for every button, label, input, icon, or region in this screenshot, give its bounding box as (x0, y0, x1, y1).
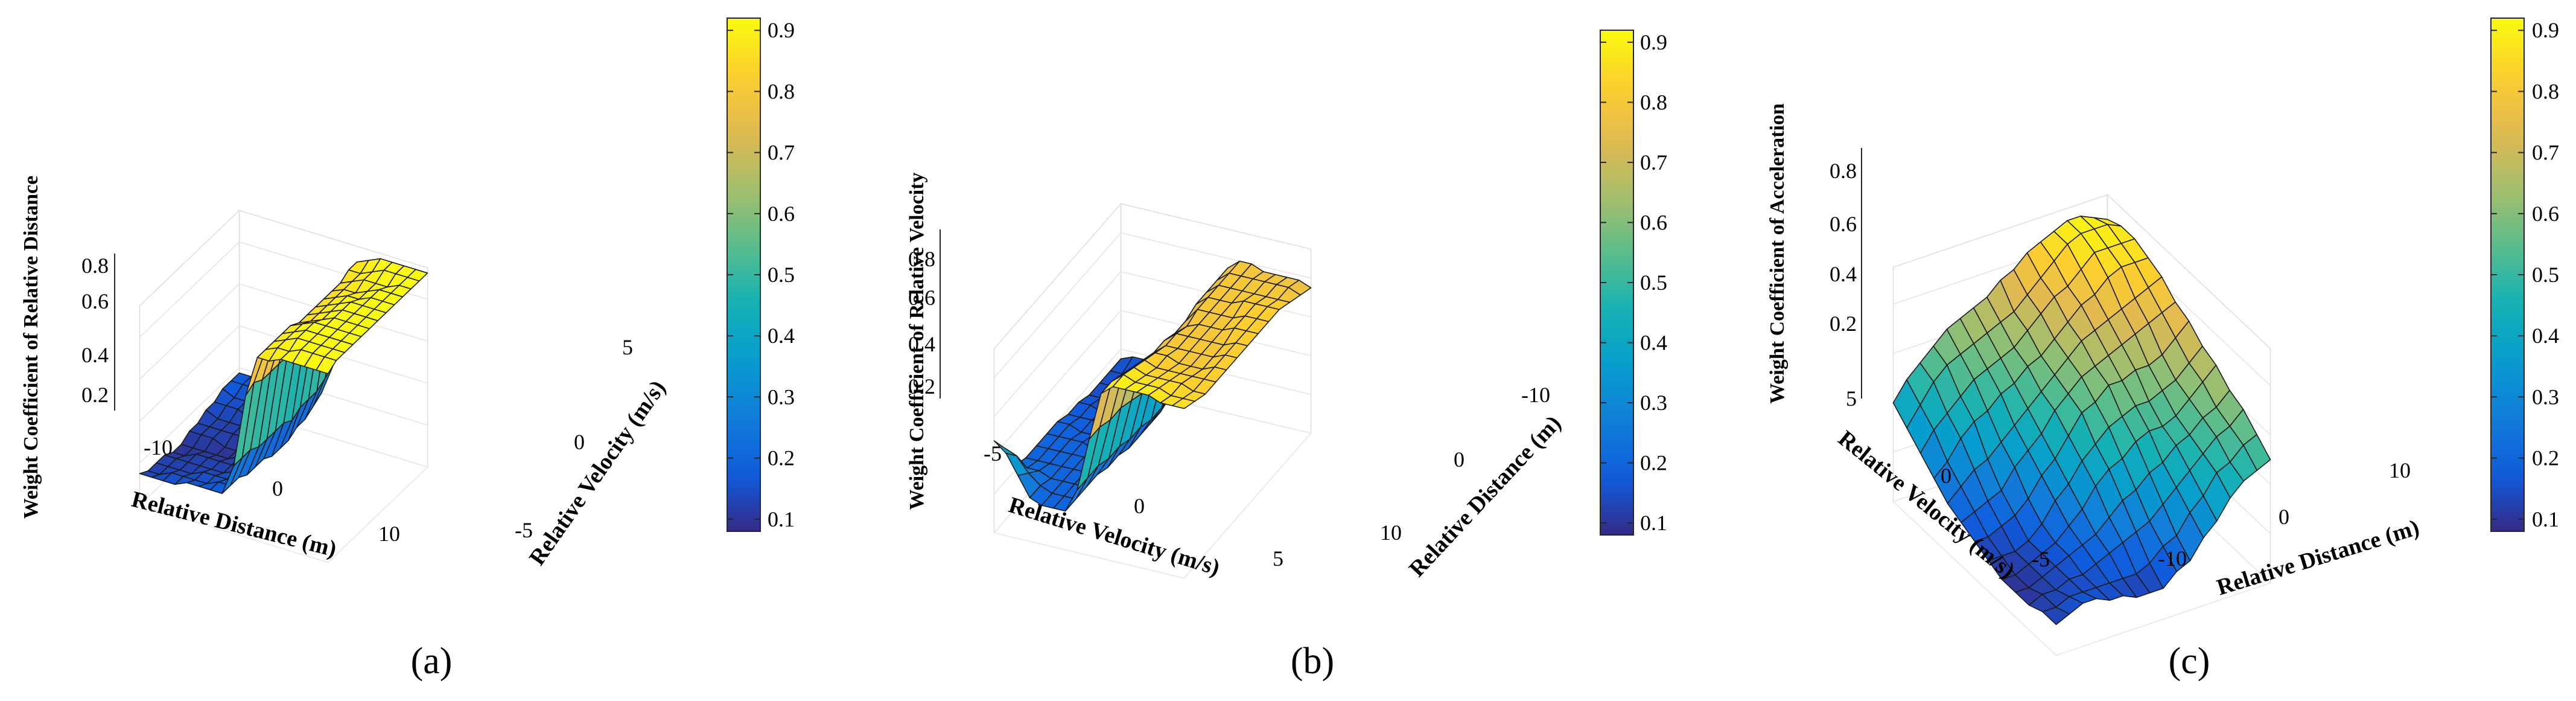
z-tick-label: 0.4 (908, 332, 935, 356)
y-tick-label: 0 (1454, 447, 1465, 472)
x-tick-label: 10 (2389, 458, 2411, 482)
z-axis-label: Weight Coefficient of Acceleration (1766, 103, 1789, 404)
surface-plot (993, 260, 1312, 512)
z-tick-label: 0.6 (81, 289, 109, 313)
z-tick-label: 0.2 (81, 383, 109, 407)
z-tick-label: 0.6 (908, 286, 935, 310)
y-tick-label: 5 (622, 335, 633, 359)
colorbar-tick-label: 0.6 (2532, 202, 2559, 226)
colorbar-tick-label: 0.2 (768, 446, 795, 470)
panel-b: 0.8 0.6 0.4 0.2 Weight Coefficient of Re… (906, 30, 1667, 682)
y-axis: -5 0 5 Relative Velocity (m/s) (515, 335, 670, 570)
y-tick-label: 0 (574, 430, 585, 454)
z-tick-label: 0.6 (1830, 212, 1857, 236)
panel-c: 0.8 0.6 0.4 0.2 Weight Coefficient of Ac… (1766, 18, 2559, 682)
x-tick-label: 10 (378, 522, 400, 546)
colorbar-tick-label: 0.5 (2532, 263, 2559, 287)
colorbar-tick-label: 0.3 (1640, 391, 1667, 415)
x-axis-label: Relative Distance (m) (129, 487, 339, 562)
colorbar: 0.1 0.2 0.3 0.4 0.5 0.6 0.7 0.8 0.9 (727, 18, 795, 532)
z-axis: 0.8 0.6 0.4 0.2 Weight Coefficient of Re… (906, 173, 941, 510)
colorbar-tick-label: 0.4 (768, 324, 795, 348)
colorbar: 0.1 0.2 0.3 0.4 0.5 0.6 0.7 0.8 0.9 (2490, 18, 2559, 532)
colorbar-tick-label: 0.1 (1640, 511, 1667, 535)
x-tick-label: -5 (984, 441, 1002, 466)
surface-cell (316, 356, 337, 374)
z-tick-label: 0.8 (908, 247, 935, 271)
z-tick-label: 0.2 (1830, 312, 1857, 336)
x-tick-label: 0 (272, 476, 283, 501)
colorbar-tick-label: 0.7 (768, 141, 795, 165)
colorbar-tick-label: 0.3 (768, 385, 795, 409)
y-axis-label: Relative Velocity (m/s) (524, 376, 671, 569)
surface-cell (2042, 606, 2070, 626)
colorbar-tick-label: 0.9 (768, 18, 795, 42)
y-tick-label: 5 (1846, 386, 1857, 411)
surface-cell (1172, 398, 1195, 409)
colorbar-tick-label: 0.1 (768, 507, 795, 531)
x-tick-label: 5 (1273, 546, 1283, 571)
colorbar-tick-label: 0.7 (2532, 141, 2559, 165)
colorbar-tick-label: 0.9 (1640, 30, 1667, 54)
colorbar-tick-label: 0.8 (2532, 79, 2559, 103)
z-tick-label: 0.2 (908, 374, 935, 399)
z-axis-label: Weight Coefficient of Relative Velocity (906, 173, 928, 510)
colorbar-tick-label: 0.9 (2532, 18, 2559, 42)
z-axis-label: Weight Coefficient of Relative Distance (20, 176, 42, 519)
x-tick-label: 0 (1134, 494, 1145, 518)
colorbar-tick-label: 0.5 (1640, 270, 1667, 295)
panel-a: 0.8 0.6 0.4 0.2 Weight Coefficient of Re… (20, 18, 795, 682)
z-axis: 0.8 0.6 0.4 0.2 Weight Coefficient of Re… (20, 176, 115, 519)
colorbar-tick-label: 0.1 (2532, 507, 2559, 531)
colorbar-tick-label: 0.4 (2532, 324, 2559, 348)
colorbar-tick-label: 0.8 (768, 79, 795, 103)
y-tick-label: 10 (1380, 520, 1402, 545)
colorbar-tick-label: 0.4 (1640, 331, 1667, 355)
y-tick-label: 0 (1941, 464, 1951, 488)
x-tick-label: 0 (2279, 505, 2289, 529)
colorbar-tick-label: 0.2 (1640, 451, 1667, 475)
y-tick-label: -10 (1521, 383, 1550, 407)
x-tick-label: -10 (2158, 546, 2187, 571)
colorbar-tick-label: 0.6 (768, 202, 795, 226)
colorbar: 0.1 0.2 0.3 0.4 0.5 0.6 0.7 0.8 0.9 (1600, 30, 1667, 536)
z-tick-label: 0.8 (81, 254, 109, 278)
colorbar-tick-label: 0.6 (1640, 210, 1667, 234)
surface-plot (139, 258, 428, 495)
surface-plot (1892, 216, 2271, 626)
z-tick-label: 0.4 (1830, 262, 1857, 286)
z-tick-label: 0.8 (1830, 159, 1857, 183)
panel-label: (a) (411, 641, 453, 682)
colorbar-tick-label: 0.8 (1640, 90, 1667, 114)
panel-label: (c) (2169, 641, 2210, 682)
z-tick-label: 0.4 (81, 343, 109, 367)
colorbar-tick-label: 0.2 (2532, 446, 2559, 470)
y-axis: 10 0 -10 Relative Distance (m) (1380, 383, 1566, 581)
colorbar-tick-label: 0.7 (1640, 150, 1667, 174)
colorbar-tick-label: 0.5 (768, 263, 795, 287)
z-axis: 0.8 0.6 0.4 0.2 Weight Coefficient of Ac… (1766, 103, 1862, 404)
x-tick-label: -10 (144, 435, 173, 459)
panel-label: (b) (1291, 641, 1334, 682)
x-axis-label: Relative Velocity (m/s) (1006, 492, 1223, 580)
y-tick-label: -5 (2032, 547, 2050, 571)
colorbar-tick-label: 0.3 (2532, 385, 2559, 409)
y-axis-label: Relative Distance (m) (1404, 411, 1566, 581)
y-tick-label: -5 (515, 518, 533, 542)
